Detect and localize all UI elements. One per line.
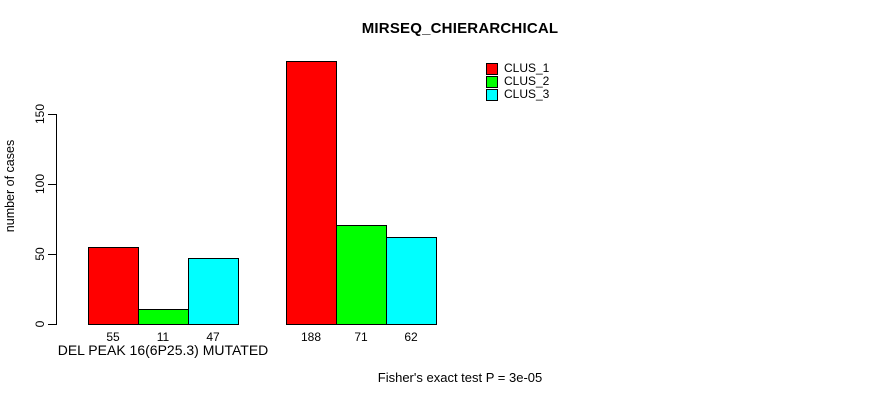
bar — [88, 247, 139, 325]
chart-title: MIRSEQ_CHIERARCHICAL — [361, 20, 559, 37]
y-tick-mark — [48, 323, 57, 325]
y-tick-mark — [48, 253, 57, 255]
bar-value-label: 188 — [300, 330, 322, 344]
legend-label: CLUS_3 — [504, 87, 550, 101]
bar-value-label: 71 — [354, 330, 368, 344]
bar-value-label: 11 — [156, 330, 170, 344]
legend-item: CLUS_2 — [486, 75, 549, 88]
legend-item: CLUS_3 — [486, 88, 549, 101]
legend-swatch — [486, 75, 498, 88]
legend-item: CLUS_1 — [486, 62, 549, 75]
y-tick-label: 150 — [33, 103, 47, 125]
bar — [138, 309, 189, 325]
bar — [286, 61, 337, 325]
bar — [336, 225, 387, 325]
y-tick-label: 100 — [33, 173, 47, 195]
y-tick-label: 50 — [33, 247, 47, 261]
legend-label: CLUS_2 — [504, 74, 550, 88]
legend-label: CLUS_1 — [504, 61, 550, 75]
bar — [386, 237, 437, 325]
group-label: DEL PEAK 16(6P25.3) MUTATED — [57, 342, 269, 358]
legend-swatch — [486, 62, 498, 75]
y-tick-mark — [48, 183, 57, 185]
legend: CLUS_1 CLUS_2 CLUS_3 — [486, 62, 549, 101]
bar-value-label: 55 — [106, 330, 120, 344]
footnote-pvalue: Fisher's exact test P = 3e-05 — [377, 370, 543, 385]
y-axis-line — [56, 114, 57, 325]
legend-swatch — [486, 88, 498, 101]
y-tick-mark — [48, 113, 57, 115]
bar-value-label: 62 — [404, 330, 418, 344]
bar — [188, 258, 239, 325]
bar-value-label: 47 — [206, 330, 220, 344]
y-tick-label: 0 — [33, 320, 47, 328]
